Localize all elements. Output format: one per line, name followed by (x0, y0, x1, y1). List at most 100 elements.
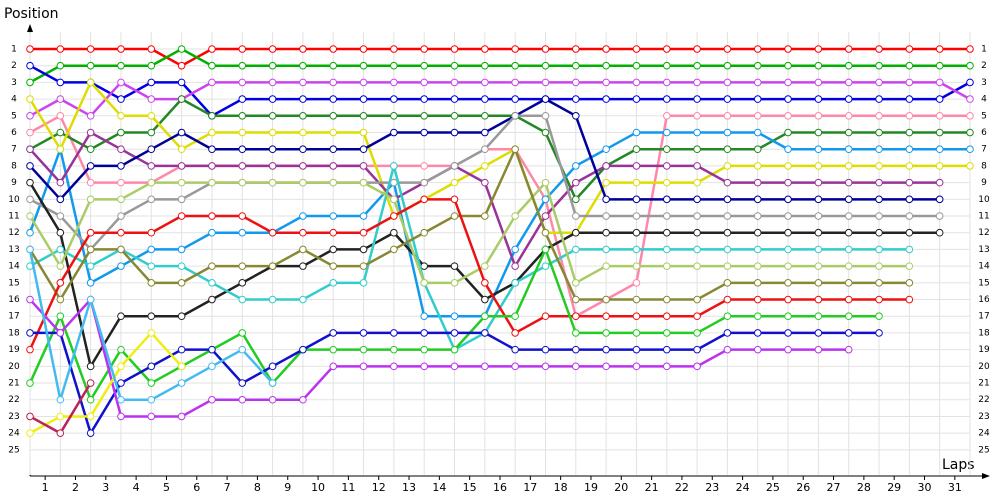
y-tick-label-right: 3 (981, 78, 987, 88)
point (177, 279, 186, 287)
point (420, 128, 428, 137)
point (450, 178, 459, 187)
point (784, 78, 792, 87)
point (329, 112, 338, 120)
point (784, 162, 792, 170)
point (753, 312, 762, 321)
y-tick-label: 23 (8, 412, 19, 422)
point (693, 178, 701, 187)
point (329, 145, 338, 154)
point (117, 61, 125, 70)
point (814, 95, 823, 103)
point (26, 228, 34, 237)
point (481, 78, 489, 87)
point (390, 362, 398, 371)
point (662, 212, 671, 220)
point (268, 228, 277, 237)
y-tick-label-right: 6 (981, 128, 987, 138)
x-tick-label: 4 (133, 481, 140, 494)
point (814, 195, 823, 204)
point (329, 128, 338, 137)
point (56, 429, 65, 437)
point (753, 45, 762, 53)
point (844, 112, 853, 120)
point (875, 45, 883, 53)
point (238, 379, 247, 387)
point (26, 195, 34, 204)
point (844, 345, 853, 354)
point (935, 178, 944, 187)
point (784, 329, 792, 337)
point (56, 295, 65, 304)
point (753, 295, 762, 304)
x-tick-label: 27 (827, 481, 841, 494)
point (572, 195, 580, 204)
point (723, 78, 732, 87)
point (753, 329, 762, 337)
point (723, 329, 732, 337)
point (329, 162, 338, 170)
point (86, 279, 95, 287)
point (147, 379, 156, 387)
point (602, 178, 610, 187)
point (935, 95, 944, 103)
x-arrow (982, 473, 990, 479)
point (299, 145, 307, 154)
point (572, 178, 580, 187)
point (905, 262, 914, 270)
point (147, 245, 156, 254)
point (572, 312, 580, 321)
series-line (29, 80, 971, 118)
point (966, 162, 974, 170)
point (238, 228, 247, 237)
point (844, 61, 853, 70)
point (723, 128, 732, 137)
point (541, 78, 550, 87)
point (662, 178, 671, 187)
point (875, 279, 883, 287)
point (784, 295, 792, 304)
y-tick-label: 5 (11, 111, 17, 121)
point (905, 78, 914, 87)
point (117, 312, 125, 321)
x-tick-label: 10 (311, 481, 325, 494)
point (844, 162, 853, 170)
point (905, 178, 914, 187)
point (814, 178, 823, 187)
point (511, 245, 519, 254)
x-tick-label: 31 (948, 481, 962, 494)
point (86, 162, 95, 170)
point (86, 245, 95, 254)
point (420, 112, 428, 120)
point (147, 178, 156, 187)
point (177, 362, 186, 371)
point (420, 279, 428, 287)
point (299, 262, 307, 270)
point (26, 429, 34, 437)
point (905, 145, 914, 154)
point (481, 262, 489, 270)
point (541, 362, 550, 371)
point (693, 329, 701, 337)
point (390, 128, 398, 137)
point (814, 162, 823, 170)
point (481, 362, 489, 371)
point (359, 145, 368, 154)
y-tick-label-right: 10 (978, 195, 990, 205)
y-tick-label-right: 18 (978, 328, 990, 338)
point (753, 228, 762, 237)
point (875, 245, 883, 254)
point (86, 61, 95, 70)
x-tick-label: 30 (918, 481, 932, 494)
point (26, 95, 34, 103)
point (632, 61, 641, 70)
point (481, 279, 489, 287)
point (753, 245, 762, 254)
point (814, 112, 823, 120)
point (511, 78, 519, 87)
point (268, 61, 277, 70)
x-tick-label: 5 (163, 481, 170, 494)
point (662, 195, 671, 204)
point (56, 78, 65, 87)
x-tick-label: 19 (584, 481, 598, 494)
